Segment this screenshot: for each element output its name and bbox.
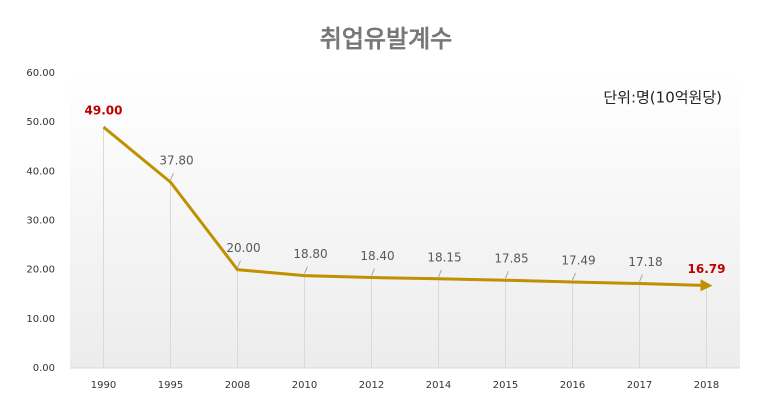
y-tick-label: 0.00 bbox=[33, 363, 55, 374]
label-leader bbox=[639, 274, 643, 282]
value-label: 37.80 bbox=[159, 154, 193, 168]
data-line bbox=[102, 125, 713, 292]
x-tick-label: 2015 bbox=[493, 380, 518, 391]
y-tick-label: 10.00 bbox=[26, 314, 55, 325]
label-leader bbox=[371, 268, 375, 276]
value-label: 17.49 bbox=[561, 254, 595, 268]
x-tick-label: 2010 bbox=[292, 380, 317, 391]
y-tick-label: 40.00 bbox=[26, 166, 55, 177]
label-leader bbox=[505, 271, 509, 279]
chart-title: 취업유발계수 bbox=[320, 25, 452, 53]
y-tick-label: 50.00 bbox=[26, 117, 55, 128]
label-leader bbox=[237, 260, 241, 268]
label-leader bbox=[304, 266, 308, 274]
y-tick-label: 60.00 bbox=[26, 68, 55, 79]
y-tick-label: 20.00 bbox=[26, 265, 55, 276]
value-label: 18.40 bbox=[360, 249, 394, 263]
unit-annotation: 단위:명(10억원당) bbox=[603, 89, 722, 107]
value-label: 20.00 bbox=[226, 241, 260, 255]
value-label: 17.85 bbox=[494, 252, 528, 266]
x-tick-label: 2008 bbox=[225, 380, 250, 391]
x-tick-label: 2018 bbox=[694, 380, 719, 391]
plot-background bbox=[70, 73, 740, 368]
value-label: 18.15 bbox=[427, 250, 461, 264]
x-tick-label: 2016 bbox=[560, 380, 585, 391]
x-tick-label: 2012 bbox=[359, 380, 384, 391]
x-tick-label: 1995 bbox=[158, 380, 183, 391]
value-label: 17.18 bbox=[628, 255, 662, 269]
value-label: 49.00 bbox=[85, 104, 123, 118]
y-tick-label: 30.00 bbox=[26, 216, 55, 227]
label-leader bbox=[170, 172, 174, 181]
x-tick-label: 1990 bbox=[91, 380, 116, 391]
value-label: 18.80 bbox=[293, 247, 327, 261]
label-leader bbox=[572, 272, 576, 281]
label-leader bbox=[438, 269, 442, 277]
value-label: 16.79 bbox=[688, 262, 726, 276]
x-tick-label: 2017 bbox=[627, 380, 652, 391]
x-tick-label: 2014 bbox=[426, 380, 451, 391]
